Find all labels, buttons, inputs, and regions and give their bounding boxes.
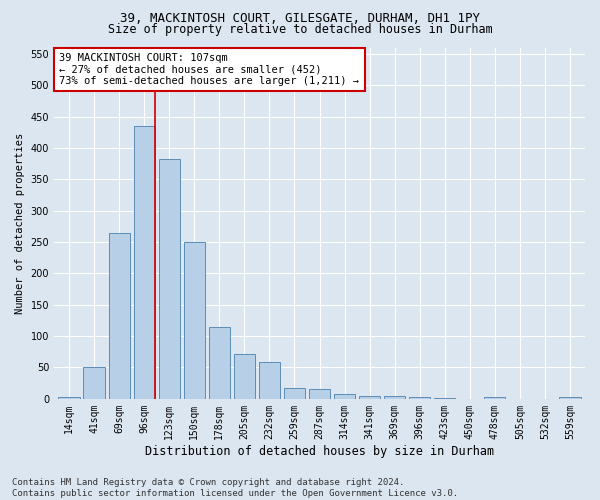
Bar [109,232,130,399]
Bar [58,397,80,399]
Bar [559,397,581,399]
Bar [309,390,330,399]
X-axis label: Distribution of detached houses by size in Durham: Distribution of detached houses by size … [145,444,494,458]
Bar [234,354,255,399]
Text: 39, MACKINTOSH COURT, GILESGATE, DURHAM, DH1 1PY: 39, MACKINTOSH COURT, GILESGATE, DURHAM,… [120,12,480,26]
Text: Size of property relative to detached houses in Durham: Size of property relative to detached ho… [107,22,493,36]
Bar [284,388,305,399]
Bar [409,397,430,399]
Bar [359,396,380,399]
Text: 39 MACKINTOSH COURT: 107sqm
← 27% of detached houses are smaller (452)
73% of se: 39 MACKINTOSH COURT: 107sqm ← 27% of det… [59,53,359,86]
Bar [484,397,505,399]
Bar [158,159,180,399]
Bar [184,242,205,399]
Bar [83,367,105,399]
Y-axis label: Number of detached properties: Number of detached properties [15,132,25,314]
Bar [209,326,230,399]
Bar [134,126,155,399]
Text: Contains HM Land Registry data © Crown copyright and database right 2024.
Contai: Contains HM Land Registry data © Crown c… [12,478,458,498]
Bar [434,398,455,399]
Bar [334,394,355,399]
Bar [384,396,406,399]
Bar [259,362,280,399]
